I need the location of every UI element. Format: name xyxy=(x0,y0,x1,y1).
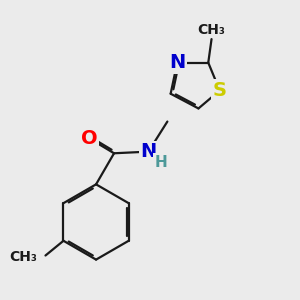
Text: S: S xyxy=(213,81,227,100)
Text: N: N xyxy=(140,142,157,161)
Text: N: N xyxy=(169,53,185,72)
Text: CH₃: CH₃ xyxy=(198,23,226,37)
Text: CH₃: CH₃ xyxy=(9,250,37,264)
Text: O: O xyxy=(81,129,98,148)
Text: H: H xyxy=(154,154,167,169)
